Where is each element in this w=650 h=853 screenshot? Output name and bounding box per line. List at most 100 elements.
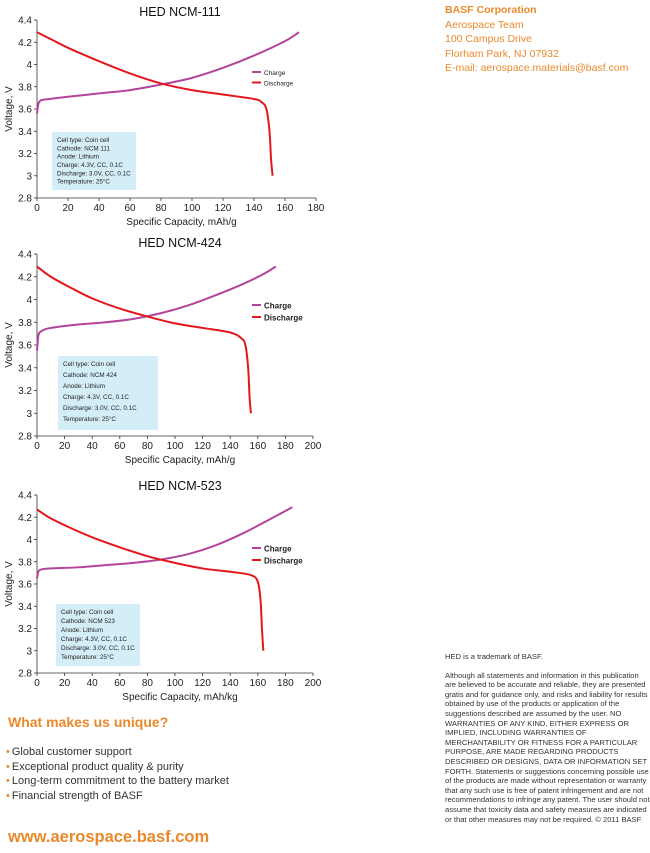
discharge-series-line [36,265,252,414]
info-line: Cathode: NCM 424 [63,372,117,379]
website-link[interactable]: www.aerospace.basf.com [8,828,210,846]
charge-series-line [36,265,277,351]
bullet-icon: • [6,760,10,773]
x-tick-label: 100 [184,203,201,214]
y-tick-label: 3.4 [18,602,32,613]
x-tick-label: 100 [167,678,184,689]
y-axis-label: Voltage, V [4,86,15,132]
x-tick-label: 40 [87,678,99,689]
info-line: Temperature: 25°C [61,653,114,661]
info-line: Temperature: 25°C [57,178,110,186]
info-line: Discharge: 3.0V, CC, 0.1C [63,405,137,412]
y-tick-label: 4 [26,535,32,546]
x-tick-label: 80 [142,441,154,452]
info-line: Cathode: NCM 523 [61,618,115,625]
x-tick-label: 20 [59,441,71,452]
x-tick-label: 60 [124,203,136,214]
legend-label: Discharge [264,80,294,87]
chart-title-1: HED NCM-111 [139,5,221,19]
bullet-icon: • [6,775,10,787]
info-line: Temperature: 25°C [63,415,116,423]
y-tick-label: 4 [26,295,32,306]
x-tick-label: 160 [249,441,266,452]
y-tick-label: 2.8 [18,669,32,680]
list-item: • Global customer support [6,745,229,760]
x-tick-label: 180 [277,441,294,452]
chart-ncm-523: Cell type: Coin cell Cathode: NCM 523 Anod… [4,491,322,704]
y-tick-label: 3.8 [18,557,32,568]
list-item-text: Financial strength of BASF [11,789,143,802]
x-axis-label: Specific Capacity, mAh/g [126,217,236,228]
y-tick-label: 3.2 [18,149,32,160]
x-tick-label: 140 [222,441,239,452]
legend-label: Charge [264,545,292,554]
y-tick-label: 3.4 [18,127,32,138]
info-box [52,132,136,190]
charge-series-line [36,31,300,114]
y-tick-label: 4.2 [18,513,32,524]
info-line: Discharge: 3.0V, CC, 0.1C [57,170,131,177]
x-tick-label: 80 [142,678,154,689]
unique-heading: What makes us unique? [8,714,169,730]
legal-block: HED is a trademark of BASF. Although all… [445,652,650,833]
list-item-text: Global customer support [11,746,132,758]
x-tick-label: 20 [62,203,74,214]
x-tick-label: 0 [34,441,40,452]
legend-label: Discharge [264,557,303,566]
x-tick-label: 40 [87,441,99,452]
legend-label: Discharge [264,314,303,323]
y-tick-label: 4.2 [18,38,32,49]
x-axis-label: Specific Capacity, mAh/g [125,455,235,466]
y-tick-label: 2.8 [18,432,32,443]
x-tick-label: 40 [93,203,105,214]
contact-email[interactable]: E-mail: aerospace.materials@basf.com [445,62,629,74]
x-axis-label: Specific Capacity, mAh/kg [122,692,237,703]
x-tick-label: 180 [277,678,294,689]
info-line: Cell type: Coin cell [63,361,115,368]
discharge-series-line [36,508,265,651]
y-tick-label: 3.2 [18,386,32,397]
x-tick-label: 120 [215,203,232,214]
charge-series-line [36,506,293,579]
info-line: Charge: 4.3V, CC, 0.1C [61,636,127,643]
x-tick-label: 140 [222,678,239,689]
chart-title-2: HED NCM-424 [138,236,222,250]
x-tick-label: 80 [155,203,167,214]
discharge-series-line [36,31,274,176]
info-line: Cell type: Coin cell [61,609,113,616]
disclaimer-text: Although all statements and information … [445,670,650,824]
legend-label: Charge [264,70,286,77]
y-axis-label: Voltage, V [4,322,15,368]
y-tick-label: 3.6 [18,580,32,591]
x-tick-label: 200 [305,441,322,452]
info-line: Anode: Lithium [63,383,105,390]
list-item: • Financial strength of BASF [6,789,229,804]
info-line: Discharge: 3.0V, CC, 0.1C [61,645,135,652]
y-tick-label: 4.2 [18,272,32,283]
bullet-icon: • [6,789,10,802]
x-tick-label: 120 [194,441,211,452]
chart-title-3: HED NCM-523 [138,479,222,493]
y-tick-label: 3.8 [18,318,32,329]
legend-label: Charge [264,302,292,311]
x-tick-label: 0 [34,203,40,214]
y-tick-label: 4.4 [18,16,32,27]
x-tick-label: 160 [277,203,294,214]
list-item-text: Exceptional product quality & purity [11,760,184,773]
info-box [58,356,158,430]
info-line: Charge: 4.3V, CC, 0.1C [57,162,123,169]
x-tick-label: 60 [114,441,126,452]
chart-ncm-424: Cell type: Coin cell Cathode: NCM 424 Anod… [4,250,322,467]
x-tick-label: 0 [34,678,40,689]
bullet-icon: • [6,746,10,758]
info-box [56,604,140,666]
y-tick-label: 3 [26,171,32,182]
company-name: BASF Corporation [445,4,537,16]
street-address: 100 Campus Drive [445,33,532,45]
list-item: • Exceptional product quality & purity [6,760,229,775]
x-tick-label: 60 [114,678,126,689]
y-tick-label: 4.4 [18,491,32,502]
y-tick-label: 3.4 [18,363,32,374]
y-tick-label: 3.8 [18,82,32,93]
y-tick-label: 4.4 [18,250,32,261]
